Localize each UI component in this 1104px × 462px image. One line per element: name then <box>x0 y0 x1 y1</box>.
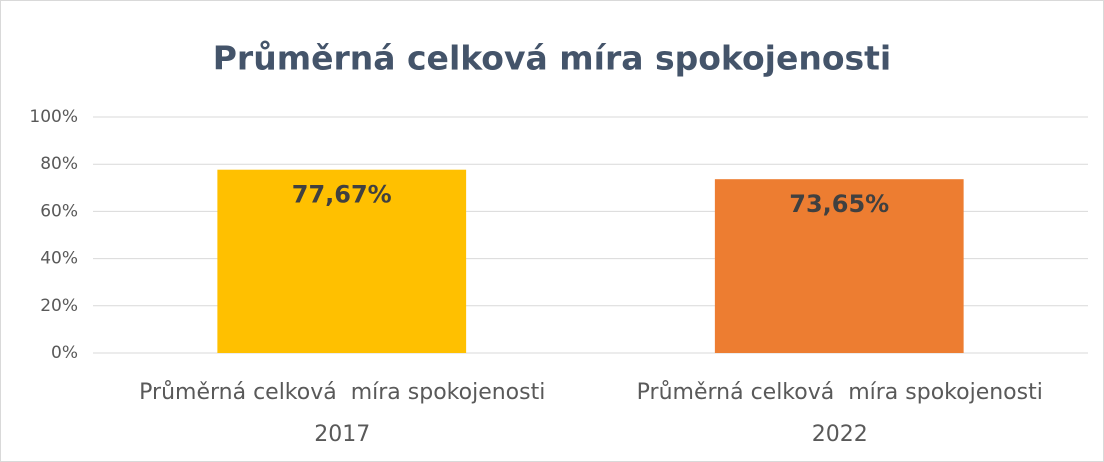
bar <box>217 169 467 353</box>
y-tick-label: 80% <box>40 154 78 174</box>
y-tick-label: 60% <box>40 201 78 221</box>
data-label: 73,65% <box>789 190 889 218</box>
bar <box>714 179 964 353</box>
y-tick-label: 0% <box>51 343 78 363</box>
x-tick-label: Průměrná celková míra spokojenosti 2022 <box>636 380 1043 447</box>
y-tick-label: 40% <box>40 249 78 269</box>
chart-title: Průměrná celková míra spokojenosti <box>213 39 891 78</box>
data-label: 77,67% <box>292 181 392 209</box>
y-tick-label: 20% <box>40 296 78 316</box>
x-tick-label: Průměrná celková míra spokojenosti 2017 <box>139 380 546 447</box>
y-tick-label: 100% <box>29 107 78 127</box>
